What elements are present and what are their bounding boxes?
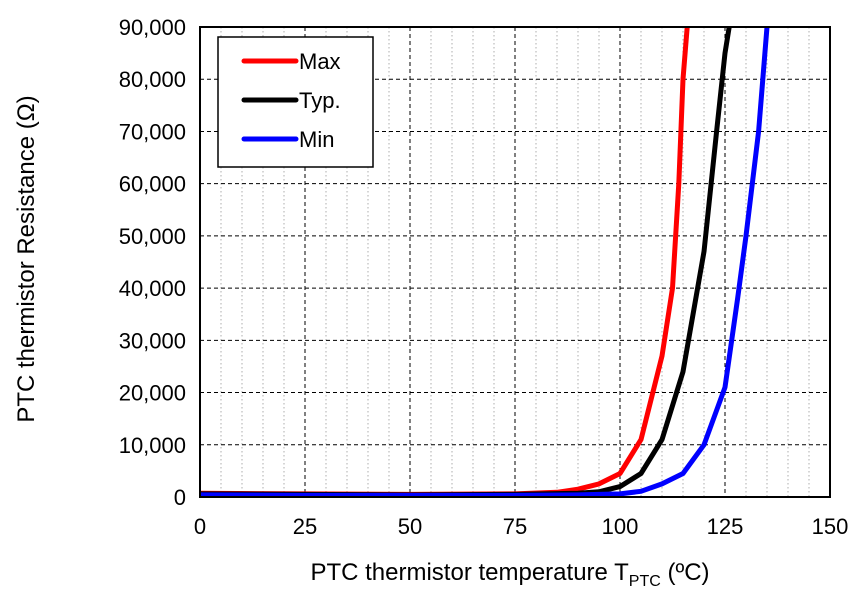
y-tick-label: 70,000 [119, 119, 186, 144]
x-tick-label: 125 [707, 514, 744, 539]
y-tick-label: 20,000 [119, 381, 186, 406]
y-tick-label: 50,000 [119, 224, 186, 249]
series-line-min [199, 26, 770, 498]
x-tick-label: 50 [398, 514, 422, 539]
tick-labels: 0 25 50 75 100 125 150 0 10,000 20,000 30,000 40,00… [119, 15, 849, 539]
y-tick-label: 60,000 [119, 172, 186, 197]
legend-label-max: Max [299, 49, 341, 74]
x-tick-label: 0 [194, 514, 206, 539]
x-tick-label: 75 [503, 514, 527, 539]
y-tick-label: 40,000 [119, 276, 186, 301]
y-tick-label: 90,000 [119, 15, 186, 40]
y-axis-title: PTC thermistor Resistance (Ω) [13, 95, 40, 422]
legend: Max Typ. Min [217, 36, 374, 168]
y-tick-label: 30,000 [119, 328, 186, 353]
x-tick-label: 150 [812, 514, 849, 539]
y-tick-label: 10,000 [119, 433, 186, 458]
x-axis-title-unit: (ºC) [661, 559, 710, 586]
x-axis-title: PTC thermistor temperature TPTC (ºC) [310, 559, 709, 590]
series-lines [199, 26, 770, 498]
x-tick-label: 25 [293, 514, 317, 539]
y-tick-label: 0 [174, 485, 186, 510]
x-axis-title-main: PTC thermistor temperature T [310, 559, 629, 586]
plot-frame [199, 26, 831, 498]
legend-label-min: Min [299, 127, 334, 152]
legend-label-typ: Typ. [299, 88, 341, 113]
x-axis-title-subscript: PTC [629, 573, 661, 590]
y-tick-label: 80,000 [119, 67, 186, 92]
x-tick-label: 100 [602, 514, 639, 539]
